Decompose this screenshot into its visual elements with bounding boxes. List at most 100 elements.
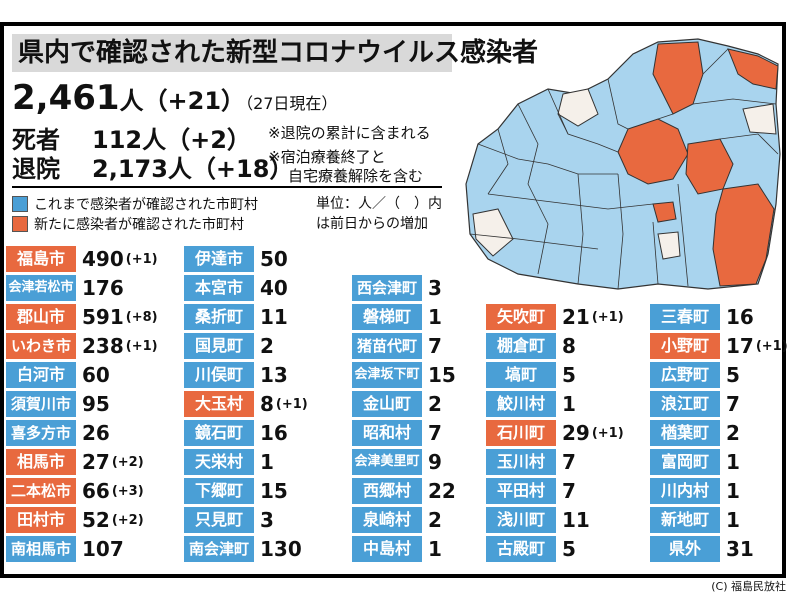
municipality-count: 26: [82, 421, 110, 445]
note-1: ※退院の累計に含まれる: [268, 124, 431, 142]
municipality-cell: 中島村 1: [352, 536, 442, 562]
municipality-count: 238: [82, 334, 124, 358]
municipality-cell: 南相馬市 107: [6, 536, 124, 562]
municipality-count: 52: [82, 508, 110, 532]
municipality-increase: (+1): [275, 396, 308, 412]
municipality-cell: 会津美里町 9: [352, 449, 442, 475]
municipality-name: 南相馬市: [6, 536, 76, 562]
municipality-count: 13: [260, 363, 288, 387]
municipality-cell: 棚倉町 8: [486, 333, 576, 359]
municipality-name: 広野町: [650, 362, 720, 388]
map-region-northeast: [727, 48, 779, 90]
municipality-cell: 国見町 2: [184, 333, 274, 359]
municipality-increase: (+2): [111, 512, 144, 528]
municipality-cell: 下郷町 15: [184, 478, 288, 504]
municipality-count: 31: [726, 537, 754, 561]
fukushima-map: [465, 38, 781, 290]
municipality-cell: 平田村 7: [486, 478, 576, 504]
municipality-cell: 富岡町 1: [650, 449, 740, 475]
municipality-cell: 大玉村 8 (+1): [184, 391, 308, 417]
municipality-name: いわき市: [6, 333, 76, 359]
page-title: 県内で確認された新型コロナウイルス感染者: [12, 34, 538, 72]
municipality-increase: (+1): [755, 338, 788, 354]
municipality-name: 磐梯町: [352, 304, 422, 330]
municipality-count: 2: [428, 392, 442, 416]
municipality-cell: 白河市 60: [6, 362, 110, 388]
municipality-name: 三春町: [650, 304, 720, 330]
municipality-name: 喜多方市: [6, 420, 76, 446]
municipality-cell: 川内村 1: [650, 478, 740, 504]
recovered-label: 退院: [12, 155, 60, 183]
municipality-increase: (+1): [125, 338, 158, 354]
municipality-increase: (+3): [111, 483, 144, 499]
municipality-count: 60: [82, 363, 110, 387]
municipality-cell: 郡山市 591 (+8): [6, 304, 158, 330]
municipality-cell: 三春町 16: [650, 304, 754, 330]
unit-note-line-2: は前日からの増加: [316, 216, 428, 232]
municipality-cell: 新地町 1: [650, 507, 740, 533]
municipality-count: 95: [82, 392, 110, 416]
municipality-count: 21: [562, 305, 590, 329]
municipality-name: 桑折町: [184, 304, 254, 330]
municipality-cell: 会津若松市 176: [6, 275, 124, 301]
municipality-cell: 西会津町 3: [352, 275, 442, 301]
municipality-cell: 田村市 52 (+2): [6, 507, 144, 533]
municipality-name: 県外: [650, 536, 720, 562]
municipality-name: 鏡石町: [184, 420, 254, 446]
legend-old: これまで感染者が確認された市町村: [12, 194, 258, 214]
municipality-name: 伊達市: [184, 246, 254, 272]
municipality-count: 16: [260, 421, 288, 445]
unit-note-line-1: 単位：人／（ ）内: [316, 196, 442, 212]
map-region-central: [617, 118, 689, 185]
municipality-count: 7: [726, 392, 740, 416]
unit-note: 単位：人／（ ）内 は前日からの増加: [316, 194, 442, 234]
municipality-count: 9: [428, 450, 442, 474]
municipality-name: 下郷町: [184, 478, 254, 504]
municipality-name: 二本松市: [6, 478, 76, 504]
municipality-count: 27: [82, 450, 110, 474]
municipality-increase: (+1): [591, 309, 624, 325]
municipality-count: 8: [562, 334, 576, 358]
municipality-cell: 須賀川市 95: [6, 391, 110, 417]
legend-new: 新たに感染者が確認された市町村: [12, 214, 244, 234]
municipality-name: 昭和村: [352, 420, 422, 446]
municipality-count: 15: [428, 363, 456, 387]
municipality-cell: いわき市 238 (+1): [6, 333, 158, 359]
municipality-name: 川俣町: [184, 362, 254, 388]
municipality-count: 7: [428, 421, 442, 445]
municipality-name: 会津坂下町: [352, 362, 422, 388]
municipality-cell: 伊達市 50: [184, 246, 288, 272]
municipality-cell: 二本松市 66 (+3): [6, 478, 144, 504]
municipality-cell: 古殿町 5: [486, 536, 576, 562]
credit: (C) 福島民放社: [711, 580, 786, 593]
municipality-count: 16: [726, 305, 754, 329]
municipality-cell: 浪江町 7: [650, 391, 740, 417]
map-borders: [469, 48, 779, 290]
deaths-label: 死者: [12, 126, 60, 154]
legend-old-swatch: [12, 196, 28, 212]
municipality-name: 泉崎村: [352, 507, 422, 533]
municipality-count: 591: [82, 305, 124, 329]
municipality-count: 490: [82, 247, 124, 271]
municipality-name: 西会津町: [352, 275, 422, 301]
municipality-cell: 猪苗代町 7: [352, 333, 442, 359]
total-unit: 人: [119, 87, 144, 115]
municipality-count: 5: [726, 363, 740, 387]
municipality-name: 古殿町: [486, 536, 556, 562]
recovered-count: 2,173人（+18）: [92, 155, 294, 183]
municipality-count: 7: [562, 479, 576, 503]
municipality-count: 29: [562, 421, 590, 445]
municipality-count: 1: [726, 479, 740, 503]
municipality-count: 7: [428, 334, 442, 358]
municipality-count: 7: [562, 450, 576, 474]
municipality-count: 66: [82, 479, 110, 503]
municipality-count: 2: [726, 421, 740, 445]
municipality-cell: 楢葉町 2: [650, 420, 740, 446]
municipality-count: 107: [82, 537, 124, 561]
municipality-name: 大玉村: [184, 391, 254, 417]
municipality-name: 須賀川市: [6, 391, 76, 417]
municipality-count: 17: [726, 334, 754, 358]
municipality-count: 176: [82, 276, 124, 300]
municipality-name: 会津美里町: [352, 449, 422, 475]
municipality-name: 金山町: [352, 391, 422, 417]
